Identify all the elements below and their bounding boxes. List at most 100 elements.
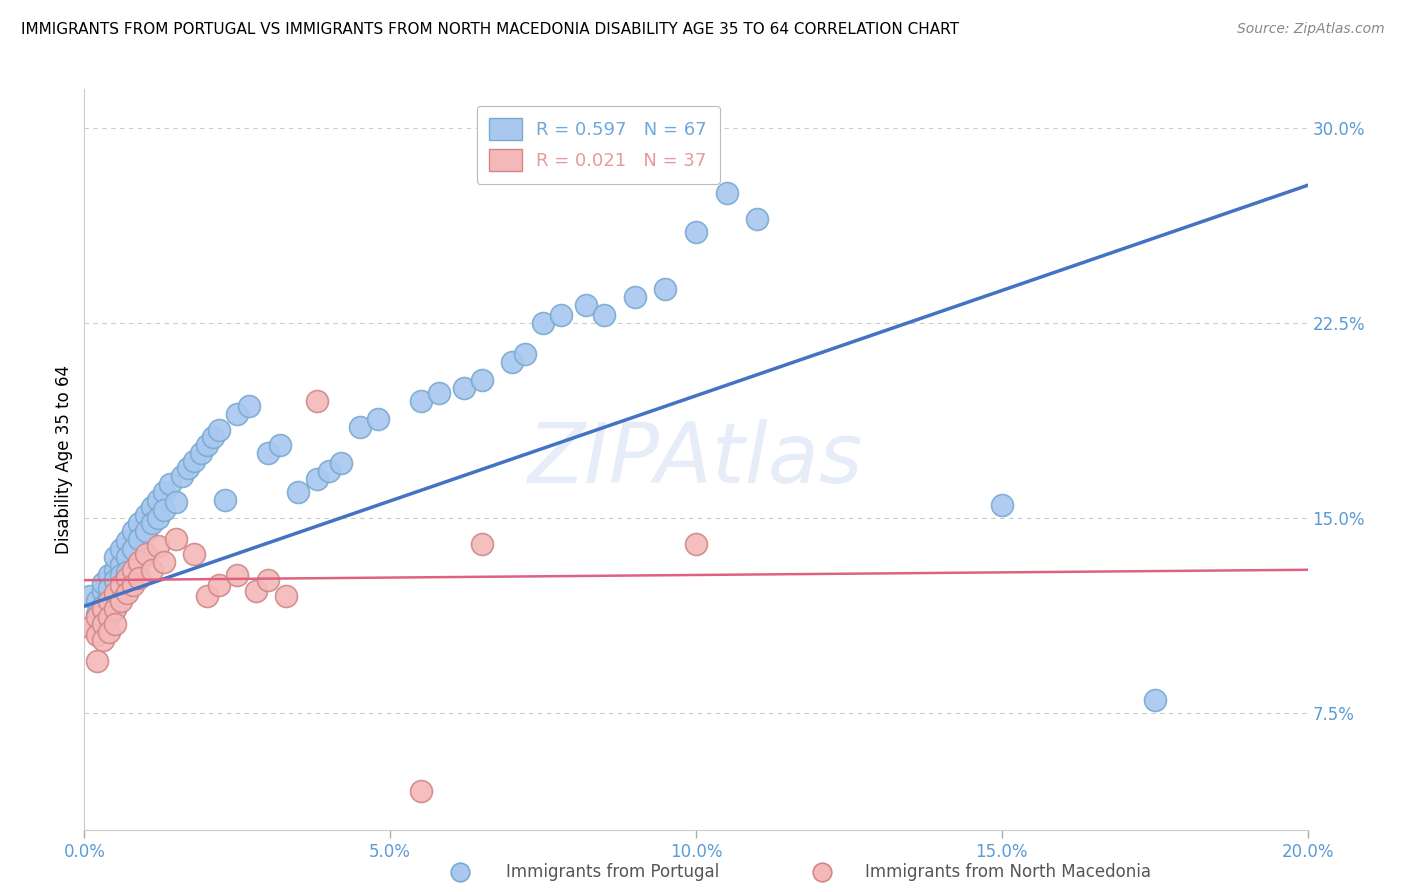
- Point: [177, 461, 200, 475]
- Point: [141, 500, 163, 515]
- Point: [1143, 692, 1166, 706]
- Point: [453, 381, 475, 395]
- Point: [330, 456, 353, 470]
- Point: [146, 511, 169, 525]
- Point: [135, 524, 157, 538]
- Text: Immigrants from North Macedonia: Immigrants from North Macedonia: [865, 863, 1150, 881]
- Point: [91, 617, 114, 632]
- Point: [115, 566, 138, 580]
- Point: [128, 532, 150, 546]
- Point: [153, 503, 176, 517]
- Point: [226, 407, 249, 421]
- Point: [471, 537, 494, 551]
- Point: [190, 446, 212, 460]
- Point: [79, 589, 101, 603]
- Point: [165, 532, 187, 546]
- Point: [86, 594, 108, 608]
- Point: [991, 498, 1014, 512]
- Point: [165, 495, 187, 509]
- Point: [159, 477, 181, 491]
- Point: [201, 430, 224, 444]
- Point: [349, 420, 371, 434]
- Point: [146, 492, 169, 507]
- Point: [685, 225, 707, 239]
- Point: [79, 620, 101, 634]
- Legend: R = 0.597   N = 67, R = 0.021   N = 37: R = 0.597 N = 67, R = 0.021 N = 37: [477, 105, 720, 184]
- Point: [104, 573, 127, 587]
- Point: [716, 186, 738, 200]
- Point: [86, 609, 108, 624]
- Point: [245, 583, 267, 598]
- Point: [91, 583, 114, 598]
- Point: [104, 617, 127, 632]
- Point: [685, 537, 707, 551]
- Point: [624, 290, 647, 304]
- Text: Immigrants from Portugal: Immigrants from Portugal: [506, 863, 720, 881]
- Point: [110, 578, 132, 592]
- Point: [104, 549, 127, 564]
- Point: [86, 628, 108, 642]
- Point: [128, 516, 150, 530]
- Text: IMMIGRANTS FROM PORTUGAL VS IMMIGRANTS FROM NORTH MACEDONIA DISABILITY AGE 35 TO: IMMIGRANTS FROM PORTUGAL VS IMMIGRANTS F…: [21, 22, 959, 37]
- Point: [550, 308, 572, 322]
- Point: [146, 540, 169, 554]
- Point: [141, 563, 163, 577]
- Point: [110, 568, 132, 582]
- Point: [513, 347, 536, 361]
- Point: [276, 589, 298, 603]
- Point: [409, 783, 432, 797]
- Point: [208, 578, 231, 592]
- Point: [153, 555, 176, 569]
- Point: [810, 865, 832, 880]
- Point: [183, 547, 205, 561]
- Point: [97, 591, 120, 606]
- Point: [183, 453, 205, 467]
- Point: [409, 393, 432, 408]
- Point: [122, 563, 145, 577]
- Point: [128, 555, 150, 569]
- Point: [305, 472, 328, 486]
- Point: [115, 571, 138, 585]
- Point: [471, 373, 494, 387]
- Point: [427, 386, 450, 401]
- Point: [97, 625, 120, 640]
- Point: [122, 541, 145, 556]
- Point: [104, 586, 127, 600]
- Point: [153, 484, 176, 499]
- Y-axis label: Disability Age 35 to 64: Disability Age 35 to 64: [55, 365, 73, 554]
- Point: [104, 601, 127, 615]
- Point: [91, 599, 114, 614]
- Point: [86, 654, 108, 668]
- Point: [195, 589, 218, 603]
- Point: [110, 594, 132, 608]
- Point: [97, 581, 120, 595]
- Point: [654, 282, 676, 296]
- Point: [110, 541, 132, 556]
- Point: [214, 492, 236, 507]
- Point: [226, 568, 249, 582]
- Point: [97, 568, 120, 582]
- Point: [257, 446, 280, 460]
- Point: [128, 571, 150, 585]
- Point: [97, 609, 120, 624]
- Point: [135, 547, 157, 561]
- Point: [110, 558, 132, 572]
- Point: [104, 563, 127, 577]
- Point: [91, 601, 114, 615]
- Point: [450, 865, 472, 880]
- Point: [208, 423, 231, 437]
- Point: [86, 607, 108, 621]
- Point: [122, 524, 145, 538]
- Point: [91, 575, 114, 590]
- Point: [318, 464, 340, 478]
- Point: [91, 632, 114, 647]
- Point: [257, 573, 280, 587]
- Point: [115, 586, 138, 600]
- Text: Source: ZipAtlas.com: Source: ZipAtlas.com: [1237, 22, 1385, 37]
- Point: [195, 438, 218, 452]
- Point: [115, 549, 138, 564]
- Point: [502, 355, 524, 369]
- Point: [531, 316, 554, 330]
- Point: [747, 212, 769, 227]
- Point: [269, 438, 291, 452]
